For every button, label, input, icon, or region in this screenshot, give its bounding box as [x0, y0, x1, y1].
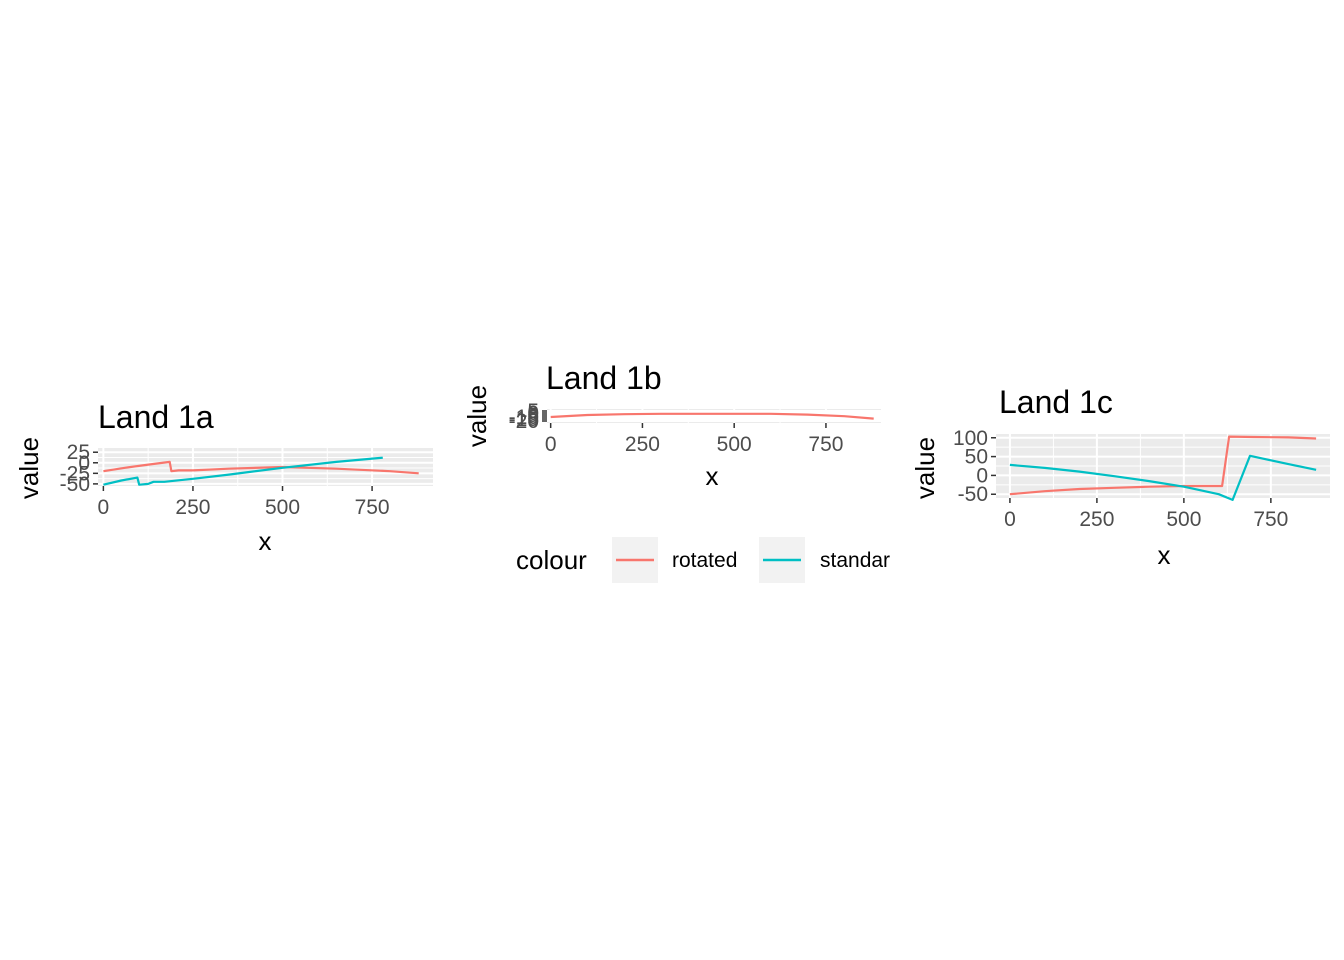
- y-tick-label: -20: [509, 410, 539, 433]
- y-tick-label: -5: [520, 404, 539, 427]
- x-tick-label: 0: [98, 496, 110, 519]
- legend-label-rotated: rotated: [672, 549, 737, 572]
- x-axis-title: x: [259, 526, 272, 556]
- y-axis-title: value: [14, 437, 44, 499]
- x-tick-label: 250: [1079, 508, 1114, 531]
- series-lines: [103, 456, 419, 486]
- x-tick-label: 500: [265, 496, 300, 519]
- x-tick-label: 500: [1166, 508, 1201, 531]
- y-tick-label: -10: [509, 406, 539, 429]
- x-tick-label: 250: [175, 496, 210, 519]
- plot-title: Land 1a: [98, 399, 214, 435]
- y-tick-label: -50: [60, 473, 90, 496]
- plot-title: Land 1b: [546, 360, 662, 396]
- x-tick-label: 500: [717, 433, 752, 456]
- x-axis-title: x: [706, 461, 719, 491]
- y-axis-title: value: [910, 437, 940, 499]
- plot-land-1b: Land 1b 0 250 500 750 -20-15-10-505 x value: [462, 360, 881, 491]
- y-tick-label: -15: [509, 408, 539, 431]
- x-ticks: 0 250 500 750: [98, 486, 390, 519]
- y-tick-label: 0: [976, 464, 988, 487]
- y-tick-label: -25: [60, 462, 90, 485]
- y-tick-label: 0: [78, 452, 90, 475]
- x-tick-label: 750: [355, 496, 390, 519]
- y-axis-title: value: [462, 385, 492, 447]
- series-line-standard: [1009, 454, 1317, 501]
- x-tick-label: 750: [808, 433, 843, 456]
- series-line-standard: [103, 456, 383, 486]
- y-tick-label: 100: [953, 427, 988, 450]
- grid-lines: [98, 448, 433, 486]
- plot-title: Land 1c: [999, 384, 1113, 420]
- legend-title: colour: [516, 545, 587, 575]
- y-tick-label: 0: [527, 402, 539, 425]
- series-lines: [1009, 435, 1317, 501]
- grid-lines: [996, 434, 1330, 498]
- y-ticks: -20-15-10-505: [509, 400, 547, 433]
- x-axis-title: x: [1158, 540, 1171, 570]
- y-tick-label: 50: [965, 446, 988, 469]
- x-tick-label: 250: [625, 433, 660, 456]
- legend-label-standard: standar: [820, 549, 890, 572]
- x-tick-label: 0: [1004, 508, 1016, 531]
- legend: colour rotated standar: [516, 537, 890, 583]
- series-line-rotated: [103, 460, 419, 475]
- y-tick-label: 25: [67, 441, 90, 464]
- x-ticks: 0 250 500 750: [545, 423, 843, 456]
- series-lines: [550, 412, 874, 420]
- x-tick-label: 750: [1253, 508, 1288, 531]
- y-tick-label: -50: [958, 483, 988, 506]
- series-line-rotated: [550, 412, 874, 420]
- x-tick-label: 0: [545, 433, 557, 456]
- y-tick-label: 5: [527, 400, 539, 423]
- x-ticks: 0 250 500 750: [1004, 498, 1288, 531]
